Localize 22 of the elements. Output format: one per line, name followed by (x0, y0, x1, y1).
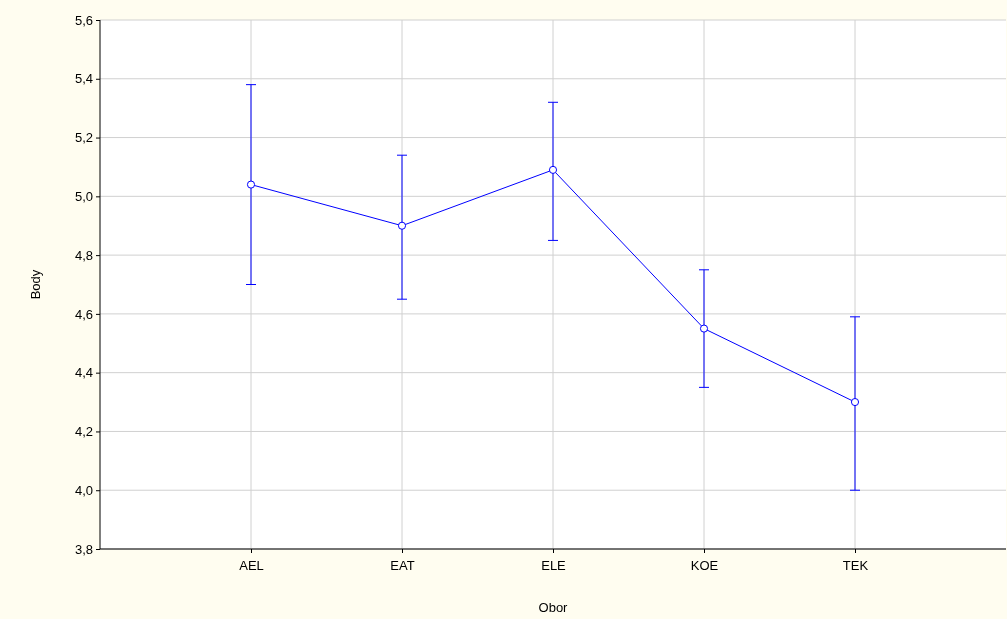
point (699, 324, 709, 333)
y-tick-label: 4,0 (74, 482, 93, 498)
x-tick-label: AEL (239, 558, 264, 574)
x-tick-label: ELE (541, 558, 567, 574)
y-tick-label: 5,6 (74, 12, 93, 28)
x-tick-label: EAT (390, 558, 415, 574)
y-tick-label: 4,2 (74, 424, 93, 440)
y-tick-label: 4,4 (74, 365, 93, 381)
y-tick-label: 4,8 (74, 247, 93, 263)
point (246, 180, 256, 189)
x-tick-label: KOE (690, 558, 719, 574)
y-tick-label: 4,6 (74, 306, 93, 322)
y-axis-title: Body (28, 269, 43, 300)
point (397, 221, 407, 230)
x-axis-title: Obor (538, 600, 569, 615)
y-tick-label: 5,2 (74, 130, 93, 146)
y-tick-label: 3,8 (74, 541, 93, 557)
y-tick-label: 5,0 (74, 188, 93, 204)
point (548, 165, 558, 174)
y-tick-label: 5,4 (74, 71, 93, 87)
point (850, 397, 860, 407)
x-tick-label: TEK (842, 558, 869, 574)
